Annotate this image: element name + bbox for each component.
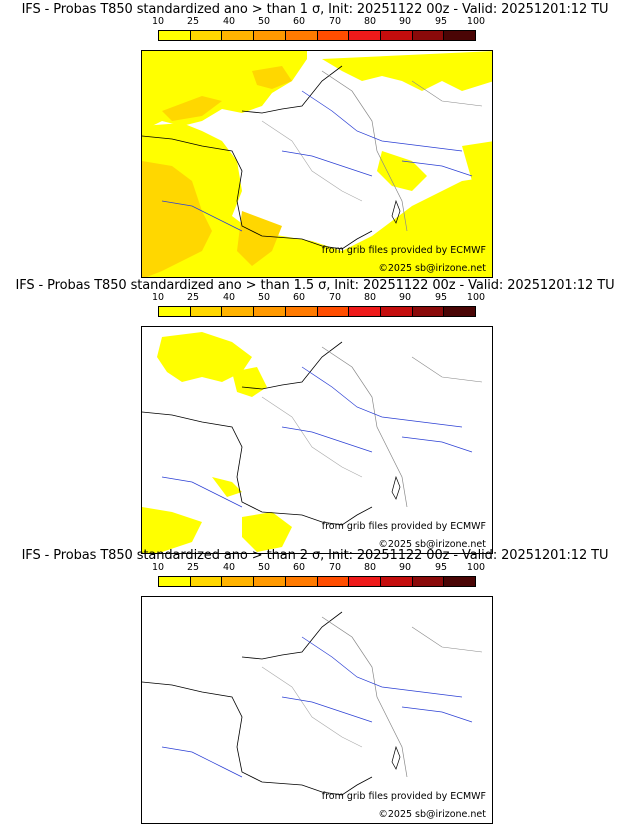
colorbar-tick: 40 [222,16,236,27]
panel-1-5-sigma: IFS - Probas T850 standardized ano > tha… [0,278,630,554]
panel-1-sigma: IFS - Probas T850 standardized ano > tha… [0,2,630,278]
colorbar-tick: 80 [363,562,377,573]
colorbar-tick: 90 [398,562,412,573]
copyright: ©2025 sb@irizone.net [378,809,486,820]
colorbar-swatch [317,31,350,40]
colorbar-swatch [317,577,350,586]
colorbar-swatch [349,307,381,316]
probability-map: from grib files provided by ECMWF ©2025 … [141,326,493,554]
colorbar-swatch [380,307,413,316]
colorbar-swatch [159,307,191,316]
copyright: ©2025 sb@irizone.net [378,263,486,274]
colorbar-ticks: 10 25 40 50 60 70 80 90 95 100 [152,562,485,574]
panel-title: IFS - Probas T850 standardized ano > tha… [21,2,609,17]
colorbar-tick: 80 [363,292,377,303]
colorbar-tick: 100 [466,292,486,303]
colorbar-tick: 10 [151,292,165,303]
colorbar-swatch [317,307,350,316]
colorbar-tick: 50 [257,16,271,27]
colorbar-swatch [380,31,413,40]
colorbar-tick: 70 [328,292,342,303]
data-source-credit: from grib files provided by ECMWF [321,245,486,256]
colorbar-tick: 100 [466,562,486,573]
colorbar-tick: 100 [466,16,486,27]
colorbar-swatch [222,31,255,40]
map-svg [142,611,483,796]
colorbar-tick: 90 [398,292,412,303]
colorbar-tick: 60 [292,16,306,27]
colorbar-swatch [444,307,476,316]
panel-title: IFS - Probas T850 standardized ano > tha… [15,278,615,293]
colorbar-tick: 70 [328,16,342,27]
colorbar-swatch [444,577,476,586]
colorbar-swatch [380,577,413,586]
panel-2-sigma: IFS - Probas T850 standardized ano > tha… [0,548,630,824]
colorbar-tick: 60 [292,562,306,573]
colorbar [158,306,476,317]
colorbar-tick: 25 [186,292,200,303]
colorbar [158,576,476,587]
colorbar-swatch [285,307,318,316]
data-source-credit: from grib files provided by ECMWF [321,521,486,532]
colorbar-swatch [159,31,191,40]
colorbar-swatch [190,31,223,40]
colorbar-tick: 25 [186,16,200,27]
copyright: ©2025 sb@irizone.net [378,539,486,550]
colorbar-swatch [254,577,286,586]
map-svg [142,332,483,553]
colorbar-swatch [190,577,223,586]
colorbar-tick: 95 [434,16,448,27]
colorbar-tick: 95 [434,292,448,303]
colorbar-swatch [444,31,476,40]
colorbar-swatch [412,577,445,586]
colorbar-tick: 60 [292,292,306,303]
colorbar-tick: 90 [398,16,412,27]
colorbar-swatch [254,31,286,40]
map-svg [142,51,492,277]
panel-title: IFS - Probas T850 standardized ano > tha… [21,548,609,563]
colorbar-swatch [222,577,255,586]
colorbar-tick: 80 [363,16,377,27]
colorbar-tick: 40 [222,562,236,573]
colorbar-swatch [412,307,445,316]
colorbar-swatch [254,307,286,316]
colorbar-swatch [222,307,255,316]
colorbar-tick: 10 [151,562,165,573]
colorbar-swatch [349,577,381,586]
colorbar-tick: 25 [186,562,200,573]
colorbar-swatch [349,31,381,40]
colorbar-swatch [159,577,191,586]
colorbar-tick: 70 [328,562,342,573]
colorbar-swatch [412,31,445,40]
colorbar-swatch [285,577,318,586]
colorbar [158,30,476,41]
colorbar-tick: 50 [257,562,271,573]
probability-map: from grib files provided by ECMWF ©2025 … [141,596,493,824]
colorbar-ticks: 10 25 40 50 60 70 80 90 95 100 [152,292,485,304]
colorbar-ticks: 10 25 40 50 60 70 80 90 95 100 [152,16,485,28]
colorbar-tick: 50 [257,292,271,303]
colorbar-swatch [190,307,223,316]
data-source-credit: from grib files provided by ECMWF [321,791,486,802]
colorbar-swatch [285,31,318,40]
colorbar-tick: 40 [222,292,236,303]
probability-map: from grib files provided by ECMWF ©2025 … [141,50,493,278]
colorbar-tick: 95 [434,562,448,573]
colorbar-tick: 10 [151,16,165,27]
